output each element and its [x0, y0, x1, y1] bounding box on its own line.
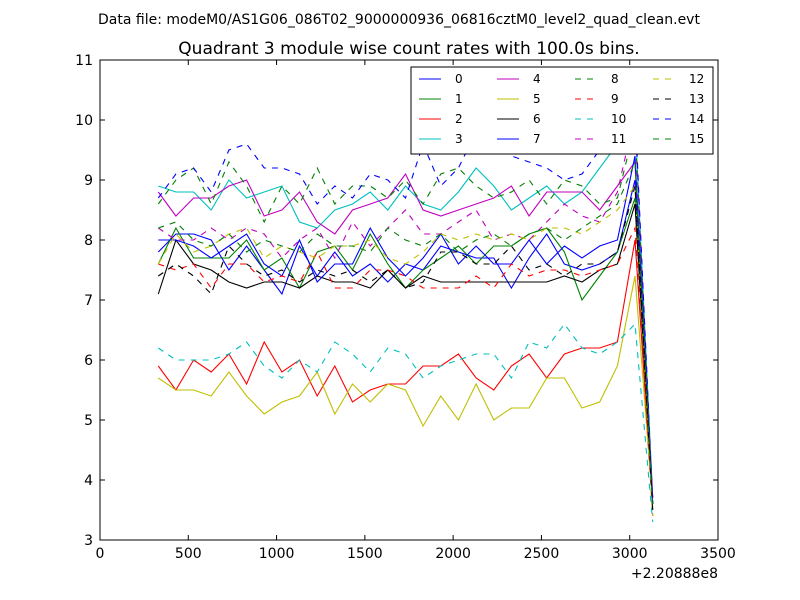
series-line-15 [158, 161, 654, 511]
series-line-14 [157, 106, 654, 505]
series-line-3 [158, 118, 654, 499]
series-line-7 [158, 155, 654, 505]
series-line-6 [157, 203, 654, 505]
legend-box [410, 66, 714, 155]
chart-title: Quadrant 3 module wise count rates with … [178, 39, 639, 59]
legend-label-10: 10 [611, 112, 626, 126]
legend-label-1: 1 [455, 92, 463, 106]
x-tick-label: 3500 [700, 546, 736, 562]
x-tick-label: 2000 [435, 546, 471, 562]
legend-label-9: 9 [611, 92, 619, 106]
series-line-8 [157, 125, 654, 511]
y-tick-label: 8 [84, 233, 93, 249]
y-tick-label: 10 [75, 113, 93, 129]
series-line-5 [157, 275, 654, 505]
legend-label-5: 5 [533, 92, 541, 106]
series-line-11 [157, 113, 654, 511]
legend-label-8: 8 [611, 72, 619, 86]
y-tick-label: 6 [84, 353, 93, 369]
x-offset-label: +2.20888e8 [631, 566, 718, 582]
legend-label-15: 15 [689, 132, 704, 146]
y-tick-label: 4 [84, 473, 93, 489]
legend-label-4: 4 [533, 72, 541, 86]
series-line-12 [157, 184, 654, 517]
y-tick-label: 7 [84, 293, 93, 309]
x-tick-label: 1500 [347, 546, 383, 562]
legend-label-2: 2 [455, 112, 463, 126]
y-tick-label: 11 [75, 53, 93, 69]
legend-label-7: 7 [533, 132, 541, 146]
x-tick-label: 0 [96, 546, 105, 562]
legend-label-6: 6 [533, 112, 541, 126]
series-line-13 [157, 185, 654, 511]
x-tick-label: 3000 [612, 546, 648, 562]
y-tick-label: 9 [84, 173, 93, 189]
x-tick-label: 500 [175, 546, 202, 562]
series-line-4 [157, 160, 654, 499]
series-line-2 [157, 239, 654, 505]
suptitle: Data file: modeM0/AS1G06_086T02_90000009… [98, 12, 700, 28]
x-tick-label: 1000 [259, 546, 295, 562]
series-line-9 [158, 225, 654, 517]
x-tick-label: 2500 [524, 546, 560, 562]
legend-label-0: 0 [455, 72, 463, 86]
legend-label-14: 14 [689, 112, 704, 126]
legend-label-3: 3 [455, 132, 463, 146]
series-lines [157, 106, 654, 523]
y-tick-label: 5 [84, 413, 93, 429]
y-tick-label: 3 [84, 533, 93, 549]
legend-label-11: 11 [611, 132, 626, 146]
legend-label-12: 12 [689, 72, 704, 86]
legend-label-13: 13 [689, 92, 704, 106]
series-line-10 [157, 322, 654, 523]
